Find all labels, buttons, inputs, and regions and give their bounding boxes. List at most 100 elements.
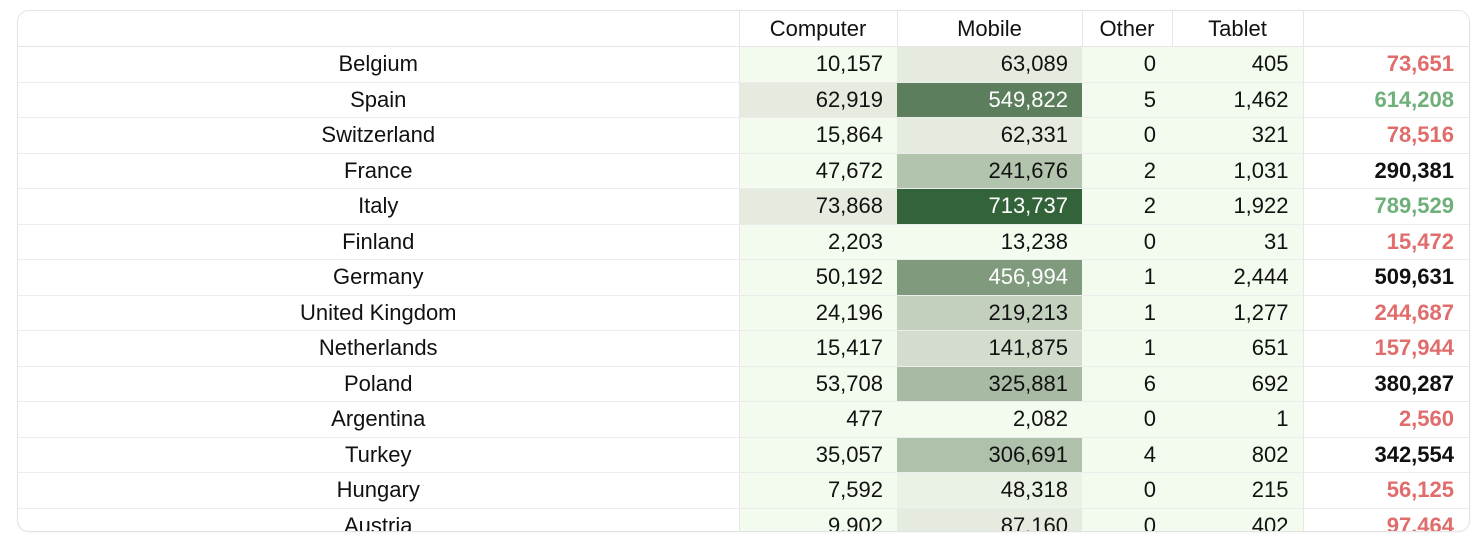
data-table: Computer Mobile Other Tablet Belgium 10,1… (18, 11, 1469, 531)
mobile-cell: 141,875 (897, 330, 1082, 367)
computer-cell: 10,157 (739, 46, 897, 83)
other-cell: 2 (1082, 153, 1172, 189)
country-cell: Switzerland (18, 117, 740, 154)
total-cell: 73,651 (1302, 46, 1469, 83)
other-cell: 2 (1082, 188, 1172, 225)
table-row[interactable]: Spain 62,919 549,822 5 1,462 614,208 (18, 82, 1469, 118)
mobile-cell: 306,691 (897, 437, 1082, 473)
table-row[interactable]: Finland 2,203 13,238 0 31 15,472 (18, 224, 1469, 260)
header-total[interactable] (1302, 11, 1469, 47)
mobile-cell: 87,160 (897, 508, 1082, 531)
computer-cell: 35,057 (739, 437, 897, 473)
tablet-cell: 1 (1172, 401, 1303, 438)
computer-cell: 50,192 (739, 259, 897, 296)
tablet-cell: 1,277 (1172, 295, 1303, 331)
total-cell: 290,381 (1302, 153, 1469, 189)
mobile-cell: 63,089 (897, 46, 1082, 83)
header-other[interactable]: Other (1081, 11, 1172, 47)
country-cell: Poland (18, 366, 740, 402)
mobile-cell: 325,881 (897, 366, 1082, 402)
country-cell: Netherlands (18, 330, 740, 367)
country-cell: Austria (18, 508, 740, 531)
total-cell: 15,472 (1302, 224, 1469, 260)
country-cell: Spain (18, 82, 740, 118)
tablet-cell: 1,462 (1172, 82, 1303, 118)
other-cell: 0 (1082, 117, 1172, 154)
other-cell: 0 (1082, 46, 1172, 83)
country-cell: Hungary (18, 472, 740, 509)
country-cell: Argentina (18, 401, 740, 438)
mobile-cell: 241,676 (897, 153, 1082, 189)
mobile-cell: 48,318 (897, 472, 1082, 509)
table-row[interactable]: Switzerland 15,864 62,331 0 321 78,516 (18, 117, 1469, 154)
table-row[interactable]: Turkey 35,057 306,691 4 802 342,554 (18, 437, 1469, 473)
computer-cell: 2,203 (739, 224, 897, 260)
tablet-cell: 215 (1172, 472, 1303, 509)
other-cell: 0 (1082, 224, 1172, 260)
computer-cell: 62,919 (739, 82, 897, 118)
computer-cell: 47,672 (739, 153, 897, 189)
country-cell: United Kingdom (18, 295, 740, 331)
table-row[interactable]: Germany 50,192 456,994 1 2,444 509,631 (18, 259, 1469, 296)
mobile-cell: 62,331 (897, 117, 1082, 154)
mobile-cell: 713,737 (897, 188, 1082, 225)
table-row[interactable]: France 47,672 241,676 2 1,031 290,381 (18, 153, 1469, 189)
header-computer[interactable]: Computer (738, 11, 897, 47)
other-cell: 6 (1082, 366, 1172, 402)
country-cell: France (18, 153, 740, 189)
country-cell: Finland (18, 224, 740, 260)
other-cell: 0 (1082, 508, 1172, 531)
table-row[interactable]: Austria 9,902 87,160 0 402 97,464 (18, 508, 1469, 531)
total-cell: 157,944 (1302, 330, 1469, 367)
data-table-card: Computer Mobile Other Tablet Belgium 10,1… (17, 10, 1470, 532)
table-row[interactable]: Netherlands 15,417 141,875 1 651 157,944 (18, 330, 1469, 367)
table-row[interactable]: Poland 53,708 325,881 6 692 380,287 (18, 366, 1469, 402)
mobile-cell: 2,082 (897, 401, 1082, 438)
header-tablet[interactable]: Tablet (1171, 11, 1303, 47)
total-cell: 56,125 (1302, 472, 1469, 509)
tablet-cell: 1,031 (1172, 153, 1303, 189)
table-row[interactable]: Hungary 7,592 48,318 0 215 56,125 (18, 472, 1469, 509)
tablet-cell: 692 (1172, 366, 1303, 402)
table-row[interactable]: Italy 73,868 713,737 2 1,922 789,529 (18, 188, 1469, 225)
tablet-cell: 31 (1172, 224, 1303, 260)
computer-cell: 15,864 (739, 117, 897, 154)
computer-cell: 9,902 (739, 508, 897, 531)
tablet-cell: 405 (1172, 46, 1303, 83)
mobile-cell: 456,994 (897, 259, 1082, 296)
header-mobile[interactable]: Mobile (896, 11, 1082, 47)
other-cell: 1 (1082, 295, 1172, 331)
table-row[interactable]: United Kingdom 24,196 219,213 1 1,277 244,687 (18, 295, 1469, 331)
total-cell: 342,554 (1302, 437, 1469, 473)
tablet-cell: 2,444 (1172, 259, 1303, 296)
other-cell: 0 (1082, 472, 1172, 509)
country-cell: Germany (18, 259, 740, 296)
total-cell: 78,516 (1302, 117, 1469, 154)
total-cell: 97,464 (1302, 508, 1469, 531)
mobile-cell: 219,213 (897, 295, 1082, 331)
country-cell: Belgium (18, 46, 740, 83)
header-country[interactable] (18, 11, 739, 47)
other-cell: 1 (1082, 330, 1172, 367)
computer-cell: 7,592 (739, 472, 897, 509)
computer-cell: 477 (739, 401, 897, 438)
total-cell: 789,529 (1302, 188, 1469, 225)
total-cell: 244,687 (1302, 295, 1469, 331)
computer-cell: 24,196 (739, 295, 897, 331)
tablet-cell: 651 (1172, 330, 1303, 367)
tablet-cell: 802 (1172, 437, 1303, 473)
table-body: Belgium 10,157 63,089 0 405 73,651 Spain 62,919… (18, 46, 1469, 531)
other-cell: 4 (1082, 437, 1172, 473)
table-row[interactable]: Belgium 10,157 63,089 0 405 73,651 (18, 46, 1469, 83)
computer-cell: 53,708 (739, 366, 897, 402)
other-cell: 5 (1082, 82, 1172, 118)
other-cell: 0 (1082, 401, 1172, 438)
total-cell: 2,560 (1302, 401, 1469, 438)
table-row[interactable]: Argentina 477 2,082 0 1 2,560 (18, 401, 1469, 438)
mobile-cell: 549,822 (897, 82, 1082, 118)
computer-cell: 15,417 (739, 330, 897, 367)
tablet-cell: 321 (1172, 117, 1303, 154)
computer-cell: 73,868 (739, 188, 897, 225)
header-row: Computer Mobile Other Tablet (18, 11, 1469, 47)
tablet-cell: 1,922 (1172, 188, 1303, 225)
